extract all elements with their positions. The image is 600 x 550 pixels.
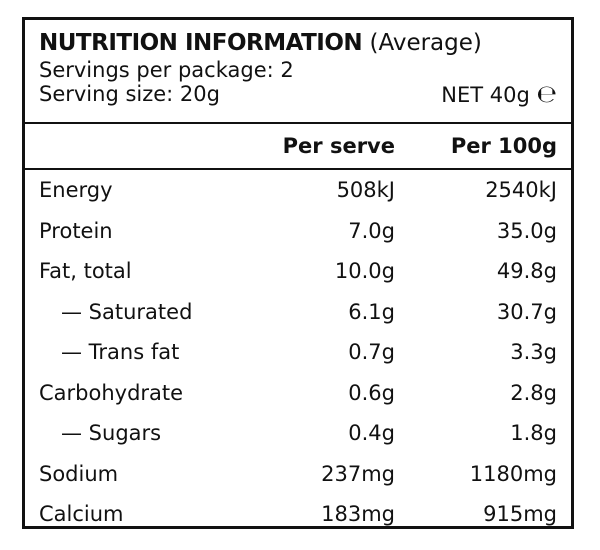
per-serve-value: 10.0g bbox=[334, 259, 395, 283]
column-header-row: Per serve Per 100g bbox=[25, 124, 571, 170]
per-100g-value: 1.8g bbox=[510, 421, 557, 445]
nutrition-panel: NUTRITION INFORMATION (Average) Servings… bbox=[22, 17, 574, 529]
title-text: NUTRITION INFORMATION bbox=[39, 30, 363, 56]
per-serve-value: 7.0g bbox=[348, 218, 395, 243]
serving-size: Serving size: 20g bbox=[39, 82, 220, 106]
per-serve-value: 0.7g bbox=[348, 340, 395, 364]
panel-header: NUTRITION INFORMATION (Average) Servings… bbox=[25, 20, 571, 124]
nutrient-label: — Trans fat bbox=[61, 340, 180, 364]
table-row: Fat, total 10.0g 49.8g bbox=[25, 251, 571, 292]
nutrient-label: Energy bbox=[39, 178, 113, 202]
nutrient-label: Fat, total bbox=[39, 259, 132, 283]
title-suffix: (Average) bbox=[369, 30, 482, 56]
nutrient-label: Calcium bbox=[39, 502, 124, 526]
per-serve-value: 183mg bbox=[321, 502, 395, 526]
per-100g-value: 30.7g bbox=[496, 299, 557, 324]
per-100g-value: 35.0g bbox=[496, 218, 557, 243]
table-row: Sodium 237mg 1180mg bbox=[25, 454, 571, 495]
per-100g-value: 915mg bbox=[483, 502, 557, 526]
nutrient-label: Carbohydrate bbox=[39, 380, 184, 405]
nutrient-label: — Saturated bbox=[61, 299, 193, 324]
per-100g-value: 1180mg bbox=[469, 461, 557, 486]
estimated-sign-icon: ℮ bbox=[536, 80, 557, 108]
table-row: — Trans fat 0.7g 3.3g bbox=[25, 332, 571, 373]
table-row: Protein 7.0g 35.0g bbox=[25, 211, 571, 252]
nutrient-label: Protein bbox=[39, 218, 113, 243]
table-row: Energy 508kJ 2540kJ bbox=[25, 170, 571, 211]
table-row: — Saturated 6.1g 30.7g bbox=[25, 292, 571, 333]
table-row: — Sugars 0.4g 1.8g bbox=[25, 413, 571, 454]
nutrient-rows: Energy 508kJ 2540kJ Protein 7.0g 35.0g Fat, to… bbox=[25, 170, 571, 535]
net-weight-text: NET 40g bbox=[441, 83, 530, 107]
per-100g-value: 3.3g bbox=[510, 340, 557, 364]
table-row: Calcium 183mg 915mg bbox=[25, 494, 571, 535]
per-serve-value: 508kJ bbox=[336, 178, 395, 202]
column-header-per-serve: Per serve bbox=[282, 134, 395, 158]
per-100g-value: 2.8g bbox=[510, 380, 557, 405]
net-weight: NET 40g ℮ bbox=[441, 82, 557, 107]
per-100g-value: 49.8g bbox=[496, 259, 557, 283]
nutrient-label: Sodium bbox=[39, 461, 119, 486]
panel-title: NUTRITION INFORMATION (Average) bbox=[39, 28, 557, 58]
column-header-per-100g: Per 100g bbox=[450, 134, 557, 158]
nutrient-label: — Sugars bbox=[61, 421, 162, 445]
servings-per-package: Servings per package: 2 bbox=[39, 58, 294, 82]
per-100g-value: 2540kJ bbox=[485, 178, 557, 202]
table-row: Carbohydrate 0.6g 2.8g bbox=[25, 373, 571, 414]
per-serve-value: 0.4g bbox=[348, 421, 395, 445]
per-serve-value: 237mg bbox=[321, 461, 395, 486]
per-serve-value: 6.1g bbox=[348, 299, 395, 324]
per-serve-value: 0.6g bbox=[348, 380, 395, 405]
